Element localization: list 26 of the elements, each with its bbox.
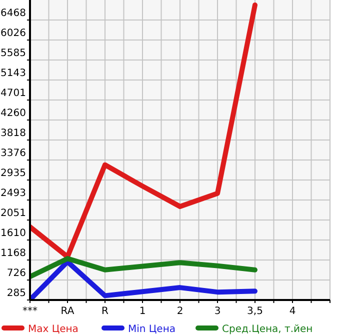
y-tick-label: 2493	[0, 188, 26, 200]
x-tick-label: ***	[22, 306, 38, 317]
x-tick-label: 2	[176, 306, 184, 317]
y-tick-label: 285	[6, 288, 26, 299]
legend-label: Max Цена	[28, 324, 78, 335]
x-tick-label: RA	[60, 306, 74, 317]
y-tick-label: 6468	[0, 8, 26, 20]
x-tick-label: 3	[214, 306, 221, 317]
x-tick-label: R	[102, 306, 109, 317]
y-tick-label: 4260	[0, 108, 26, 119]
legend-label: Min Цена	[128, 324, 176, 335]
x-tick-label: 3,5	[247, 306, 263, 317]
x-tick-label: 4	[289, 306, 296, 317]
y-tick-label: 4701	[0, 88, 26, 100]
x-tick-label: 1	[139, 306, 146, 317]
y-tick-label: 1168	[0, 248, 26, 260]
y-tick-label: 3376	[0, 148, 26, 160]
y-tick-label: 3818	[0, 128, 26, 140]
y-tick-label: 6026	[0, 28, 26, 40]
legend-label: Сред.Цена, т.йен	[222, 324, 313, 335]
y-tick-label: 2051	[0, 208, 26, 220]
y-tick-label: 1610	[0, 228, 26, 239]
y-tick-label: 2935	[0, 168, 26, 179]
y-tick-label: 5585	[0, 48, 26, 59]
y-tick-label: 5143	[0, 68, 26, 80]
y-tick-label: 726	[6, 268, 26, 280]
